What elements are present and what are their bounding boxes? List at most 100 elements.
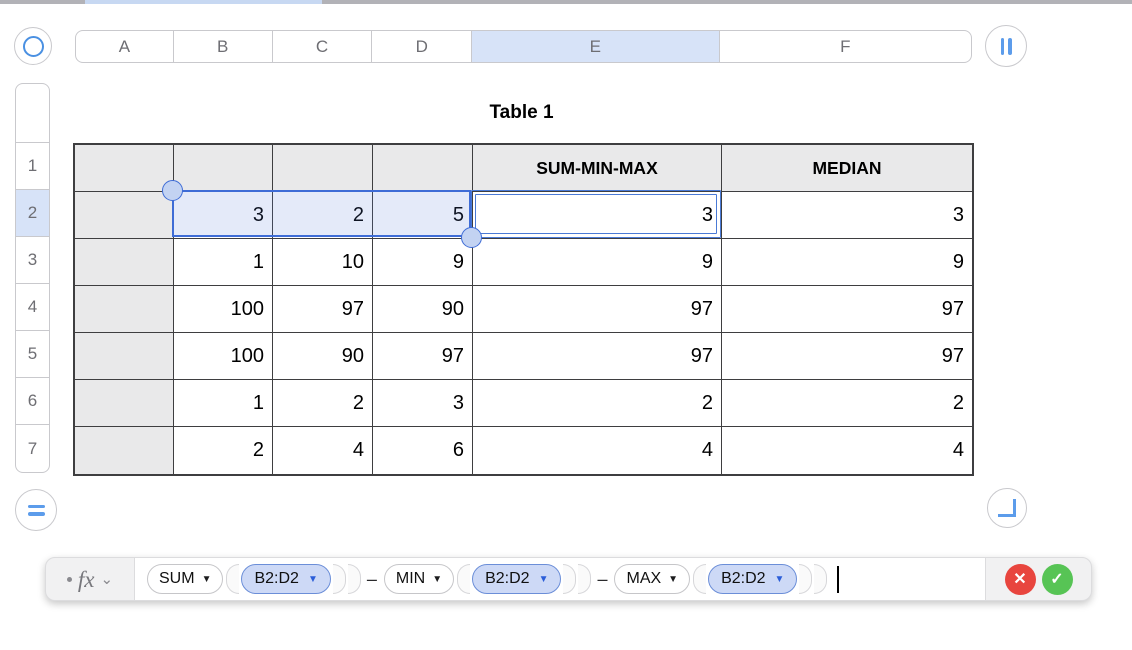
table-cell-F6[interactable]: 2	[722, 380, 972, 427]
row-header-3[interactable]: 3	[16, 237, 49, 284]
column-header-B[interactable]: B	[174, 31, 273, 62]
add-row-button[interactable]	[15, 489, 57, 531]
table-cell-D1[interactable]	[373, 145, 473, 192]
table-cell-B5[interactable]: 100	[174, 333, 273, 380]
add-column-button[interactable]	[985, 25, 1027, 67]
function-token-min[interactable]: MIN ▼	[383, 564, 455, 594]
table-cell-D7[interactable]: 6	[373, 427, 473, 474]
dropdown-arrow-icon: ▼	[307, 573, 318, 585]
table-cell-C3[interactable]: 10	[273, 239, 373, 286]
range-token-b2-d2[interactable]: B2:D2 ▼	[241, 564, 331, 594]
fx-dot-icon	[66, 576, 72, 582]
paren-close-token	[563, 564, 577, 594]
paren-close-token	[578, 564, 592, 594]
table-cell-E2[interactable]: 3	[473, 192, 722, 239]
table-cell-F2[interactable]: 3	[722, 192, 972, 239]
cancel-formula-button[interactable]: ✕	[1004, 563, 1036, 595]
add-row-icon	[27, 504, 45, 516]
column-header-F[interactable]: F	[840, 36, 851, 56]
paren-close-token	[814, 564, 828, 594]
table-cell-E3[interactable]: 9	[473, 239, 722, 286]
table-cell-D6[interactable]: 3	[373, 380, 473, 427]
table-cell-E1[interactable]: SUM-MIN-MAX	[473, 145, 722, 192]
table-cell-F1[interactable]: MEDIAN	[722, 145, 972, 192]
table-cell-A5[interactable]	[75, 333, 174, 380]
range-token-b2-d2[interactable]: B2:D2 ▼	[708, 564, 798, 594]
table-cell-D2[interactable]: 5	[373, 192, 473, 239]
column-header-A[interactable]: A	[76, 31, 174, 62]
table-cell-F7[interactable]: 4	[722, 427, 972, 474]
paren-open-token	[226, 564, 240, 594]
table-cell-C1[interactable]	[273, 145, 373, 192]
column-header-C[interactable]: C	[273, 31, 373, 62]
table-cell-B2[interactable]: 3	[174, 192, 273, 239]
table-resize-button[interactable]	[987, 488, 1027, 528]
formula-function-menu[interactable]: fx ⌄	[46, 558, 135, 600]
chevron-down-icon: ⌄	[100, 570, 114, 588]
dropdown-arrow-icon: ▼	[201, 573, 212, 585]
table-cell-A2[interactable]	[75, 192, 174, 239]
formula-token-strip[interactable]: SUM ▼ B2:D2 ▼ – MIN ▼ B2:D2 ▼ – MAX ▼ B2:D2 ▼	[135, 558, 985, 600]
table-cell-D3[interactable]: 9	[373, 239, 473, 286]
formula-action-zone: ✕ ✓	[985, 558, 1091, 600]
table-cell-D4[interactable]: 90	[373, 286, 473, 333]
row-header-6[interactable]: 6	[16, 378, 49, 425]
column-header-E[interactable]: E	[472, 31, 720, 62]
table-cell-C4[interactable]: 97	[273, 286, 373, 333]
paren-close-token	[799, 564, 813, 594]
table-cell-C5[interactable]: 90	[273, 333, 373, 380]
function-token-max[interactable]: MAX ▼	[614, 564, 691, 594]
table-cell-A1[interactable]	[75, 145, 174, 192]
table-cell-F4[interactable]: 97	[722, 286, 972, 333]
table-cell-A6[interactable]	[75, 380, 174, 427]
paren-open-token	[693, 564, 707, 594]
table-cell-B4[interactable]: 100	[174, 286, 273, 333]
editing-cell-border-e2	[471, 190, 721, 238]
dropdown-arrow-icon: ▼	[432, 573, 443, 585]
dropdown-arrow-icon: ▼	[538, 573, 549, 585]
table-cell-C7[interactable]: 4	[273, 427, 373, 474]
table-cell-D5[interactable]: 97	[373, 333, 473, 380]
scroll-indicator	[85, 0, 322, 4]
row-header-1[interactable]: 1	[16, 143, 49, 190]
accept-formula-button[interactable]: ✓	[1041, 563, 1073, 595]
table-cell-A4[interactable]	[75, 286, 174, 333]
table-cell-E5[interactable]: 97	[473, 333, 722, 380]
add-column-icon	[1000, 37, 1012, 55]
table-cell-C2[interactable]: 2	[273, 192, 373, 239]
range-token-b2-d2[interactable]: B2:D2 ▼	[472, 564, 562, 594]
table-cell-A7[interactable]	[75, 427, 174, 474]
paren-close-token	[347, 564, 361, 594]
operator-token: –	[366, 568, 377, 589]
table-cell-C6[interactable]: 2	[273, 380, 373, 427]
selection-handle-top-left[interactable]	[161, 179, 183, 201]
dropdown-arrow-icon: ▼	[668, 573, 679, 585]
table-cell-B6[interactable]: 1	[174, 380, 273, 427]
table-select-handle-button[interactable]	[14, 27, 52, 65]
table-cell-F5[interactable]: 97	[722, 333, 972, 380]
column-header-D[interactable]: D	[372, 31, 473, 62]
table-cell-F3[interactable]: 9	[722, 239, 972, 286]
table-cell-B1[interactable]	[174, 145, 273, 192]
function-token-sum[interactable]: SUM ▼	[147, 564, 224, 594]
operator-token: –	[597, 568, 608, 589]
row-header-blank[interactable]	[16, 84, 49, 143]
table-cell-A3[interactable]	[75, 239, 174, 286]
table-cell-B7[interactable]: 2	[174, 427, 273, 474]
resize-corner-icon	[998, 499, 1016, 517]
table-cell-E7[interactable]: 4	[473, 427, 722, 474]
table-cell-B3[interactable]: 1	[174, 239, 273, 286]
fx-icon: fx	[77, 566, 95, 592]
table-cell-E4[interactable]: 97	[473, 286, 722, 333]
paren-open-token	[457, 564, 471, 594]
row-header-2[interactable]: 2	[16, 190, 49, 237]
row-header-7[interactable]: 7	[27, 438, 38, 458]
paren-close-token	[332, 564, 346, 594]
selection-handle-bottom-right[interactable]	[460, 226, 482, 248]
row-header-4[interactable]: 4	[16, 284, 49, 331]
row-header-5[interactable]: 5	[16, 331, 49, 378]
formula-bar: fx ⌄ SUM ▼ B2:D2 ▼ – MIN ▼ B2:D2 ▼ – MAX ▼ B2:D2 ▼ ✕ …	[45, 557, 1092, 601]
table-cell-E6[interactable]: 2	[473, 380, 722, 427]
